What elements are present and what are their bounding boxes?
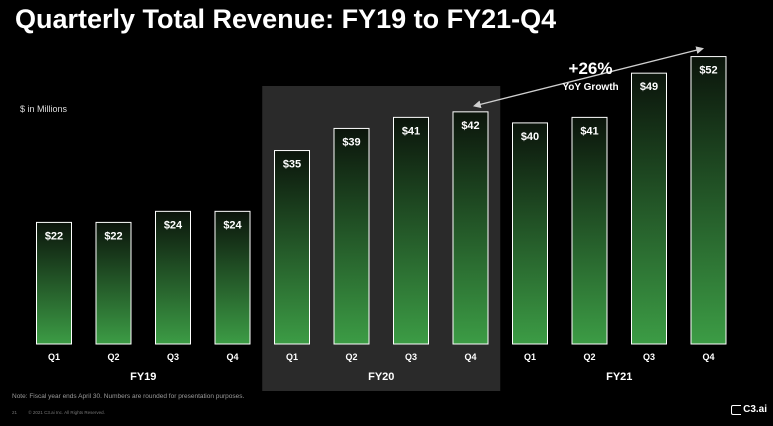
footnote: Note: Fiscal year ends April 30. Numbers… bbox=[12, 393, 245, 400]
bar bbox=[452, 111, 489, 345]
data-label: $41 bbox=[402, 125, 420, 137]
bar bbox=[214, 210, 251, 345]
category-label: Q3 bbox=[643, 352, 655, 362]
bar bbox=[274, 150, 310, 345]
category-label: Q3 bbox=[167, 352, 179, 362]
category-label: Q3 bbox=[405, 352, 417, 362]
data-label: $24 bbox=[164, 219, 183, 231]
category-label: Q4 bbox=[702, 352, 714, 362]
data-label: $52 bbox=[699, 65, 717, 77]
category-label: Q2 bbox=[107, 352, 119, 362]
category-label: Q4 bbox=[226, 352, 238, 362]
data-label: $42 bbox=[461, 120, 479, 132]
data-label: $24 bbox=[223, 219, 242, 231]
data-label: $49 bbox=[640, 81, 658, 93]
data-label: $39 bbox=[342, 136, 360, 148]
c3ai-logo-icon bbox=[731, 404, 742, 415]
bar bbox=[95, 221, 132, 345]
growth-subtext: YoY Growth bbox=[562, 82, 618, 93]
bar bbox=[155, 210, 191, 345]
group-label: FY21 bbox=[606, 371, 632, 383]
bar bbox=[333, 127, 370, 345]
data-label: $22 bbox=[104, 230, 122, 242]
page-title: Quarterly Total Revenue: FY19 to FY21-Q4 bbox=[15, 4, 557, 34]
page-number: 21 bbox=[12, 410, 18, 415]
category-label: Q1 bbox=[524, 352, 536, 362]
category-label: Q2 bbox=[345, 352, 357, 362]
growth-headline: +26% bbox=[569, 59, 613, 78]
bar bbox=[571, 116, 608, 345]
units-label: $ in Millions bbox=[20, 104, 68, 114]
c3ai-logo: C3.ai bbox=[731, 404, 767, 415]
logo-text: C3.ai bbox=[743, 404, 767, 415]
growth-arrow bbox=[472, 46, 705, 109]
group-label: FY20 bbox=[368, 371, 394, 383]
bar bbox=[690, 56, 727, 345]
data-label: $35 bbox=[283, 159, 301, 171]
data-label: $41 bbox=[580, 125, 598, 137]
category-label: Q2 bbox=[583, 352, 595, 362]
bar bbox=[393, 116, 429, 345]
category-label: Q1 bbox=[48, 352, 60, 362]
bar bbox=[512, 122, 548, 345]
data-label: $22 bbox=[45, 230, 63, 242]
slide-footer: 21 © 2021 C3.ai Inc. All Rights Reserved… bbox=[12, 410, 115, 415]
copyright-text: © 2021 C3.ai Inc. All Rights Reserved. bbox=[28, 410, 105, 415]
bar bbox=[36, 221, 72, 345]
bar bbox=[631, 72, 667, 345]
group-label: FY19 bbox=[130, 371, 156, 383]
category-label: Q1 bbox=[286, 352, 298, 362]
data-label: $40 bbox=[521, 131, 539, 143]
category-label: Q4 bbox=[464, 352, 476, 362]
